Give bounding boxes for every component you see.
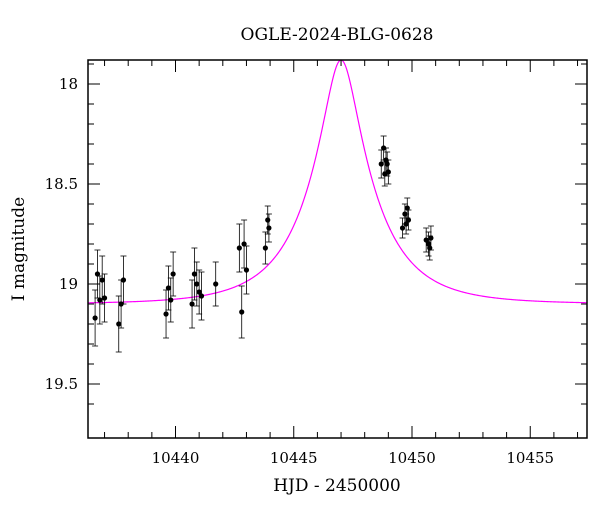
- data-point: [94, 271, 101, 277]
- data-point: [120, 277, 127, 283]
- x-tick-label: 10455: [506, 449, 554, 467]
- x-tick-label: 10440: [152, 449, 200, 467]
- data-point: [189, 301, 195, 307]
- data-point: [262, 245, 268, 251]
- data-point: [236, 245, 242, 251]
- data-point: [116, 321, 122, 327]
- x-axis-label: HJD - 2450000: [273, 476, 401, 496]
- data-point: [423, 237, 429, 243]
- y-axis-label: I magnitude: [9, 197, 29, 301]
- y-tick-label: 19: [59, 275, 78, 293]
- data-point: [99, 277, 105, 283]
- data-point: [385, 169, 391, 175]
- data-point: [168, 297, 174, 303]
- data-point: [404, 205, 410, 211]
- data-point: [239, 309, 245, 315]
- chart-title: OGLE-2024-BLG-0628: [241, 25, 434, 45]
- data-point: [97, 297, 103, 303]
- data-point: [428, 235, 434, 241]
- data-point: [403, 221, 409, 227]
- data-point: [399, 225, 406, 231]
- axis-ticks: 10440 10445 10450 10455 18 18.5 19 19.5: [45, 60, 587, 467]
- y-tick-label: 19.5: [45, 375, 78, 393]
- data-point: [384, 161, 390, 167]
- data-point: [266, 225, 272, 231]
- data-point: [198, 293, 205, 299]
- data-point: [163, 311, 169, 317]
- data-point: [194, 281, 200, 287]
- data-points-group: [92, 135, 434, 353]
- y-tick-label: 18: [59, 75, 78, 93]
- plot-frame: [87, 59, 588, 439]
- data-point: [101, 295, 108, 301]
- y-tick-label: 18.5: [45, 175, 78, 193]
- x-tick-label: 10445: [270, 449, 318, 467]
- data-point: [378, 161, 384, 167]
- data-point: [165, 285, 172, 291]
- data-point: [170, 271, 176, 277]
- data-point: [241, 241, 247, 247]
- data-point: [191, 271, 198, 277]
- data-point: [92, 315, 98, 321]
- data-point: [243, 267, 250, 273]
- model-curve: [87, 59, 588, 304]
- data-point: [265, 217, 271, 223]
- data-point: [196, 289, 202, 295]
- data-point: [213, 281, 219, 287]
- model-curve-group: [87, 59, 588, 304]
- x-tick-label: 10450: [388, 449, 436, 467]
- data-point: [405, 217, 412, 223]
